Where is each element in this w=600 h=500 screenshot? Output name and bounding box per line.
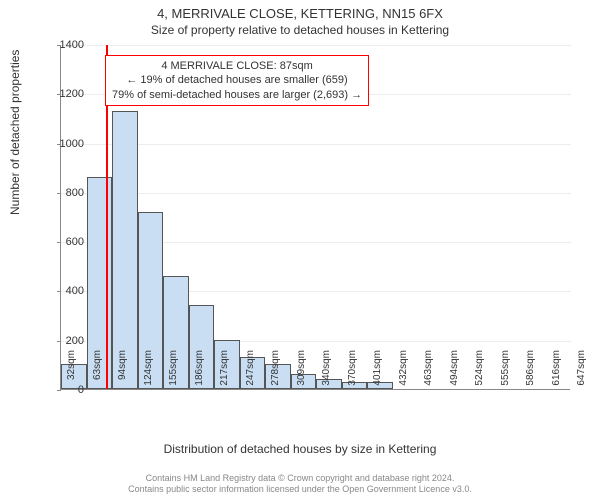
- ytick-label: 800: [44, 187, 84, 199]
- xtick-label: 32sqm: [66, 350, 77, 400]
- xtick-label: 370sqm: [347, 350, 358, 400]
- footer-line: Contains HM Land Registry data © Crown c…: [0, 473, 600, 485]
- xtick-label: 432sqm: [398, 350, 409, 400]
- xtick-label: 494sqm: [449, 350, 460, 400]
- x-axis-label: Distribution of detached houses by size …: [0, 442, 600, 456]
- xtick-label: 309sqm: [296, 350, 307, 400]
- annotation-line: 4 MERRIVALE CLOSE: 87sqm: [112, 59, 362, 73]
- xtick-label: 124sqm: [143, 350, 154, 400]
- annotation-line: ← 19% of detached houses are smaller (65…: [112, 73, 362, 87]
- xtick-label: 63sqm: [92, 350, 103, 400]
- annotation-box: 4 MERRIVALE CLOSE: 87sqm← 19% of detache…: [105, 55, 369, 106]
- xtick-label: 340sqm: [321, 350, 332, 400]
- ytick-label: 1400: [44, 39, 84, 51]
- annotation-line: 79% of semi-detached houses are larger (…: [112, 88, 362, 102]
- gridline: [61, 45, 571, 46]
- xtick-label: 555sqm: [500, 350, 511, 400]
- xtick-label: 401sqm: [372, 350, 383, 400]
- xtick-label: 155sqm: [168, 350, 179, 400]
- xtick-label: 524sqm: [474, 350, 485, 400]
- xtick-label: 647sqm: [576, 350, 587, 400]
- ytick-label: 0: [44, 384, 84, 396]
- chart-title: 4, MERRIVALE CLOSE, KETTERING, NN15 6FX: [0, 0, 600, 23]
- footer-attribution: Contains HM Land Registry data © Crown c…: [0, 473, 600, 496]
- xtick-label: 217sqm: [219, 350, 230, 400]
- footer-line: Contains public sector information licen…: [0, 484, 600, 496]
- ytick-label: 1200: [44, 88, 84, 100]
- ytick-label: 1000: [44, 138, 84, 150]
- chart-container: 4, MERRIVALE CLOSE, KETTERING, NN15 6FX …: [0, 0, 600, 500]
- y-axis-label: Number of detached properties: [8, 50, 22, 215]
- ytick-label: 400: [44, 285, 84, 297]
- xtick-label: 463sqm: [423, 350, 434, 400]
- histogram-bar: [112, 111, 138, 389]
- ytick-label: 200: [44, 335, 84, 347]
- xtick-label: 186sqm: [194, 350, 205, 400]
- gridline: [61, 193, 571, 194]
- xtick-label: 586sqm: [525, 350, 536, 400]
- gridline: [61, 144, 571, 145]
- xtick-label: 247sqm: [245, 350, 256, 400]
- xtick-label: 94sqm: [117, 350, 128, 400]
- ytick-label: 600: [44, 236, 84, 248]
- xtick-label: 616sqm: [551, 350, 562, 400]
- chart-subtitle: Size of property relative to detached ho…: [0, 23, 600, 39]
- xtick-label: 278sqm: [270, 350, 281, 400]
